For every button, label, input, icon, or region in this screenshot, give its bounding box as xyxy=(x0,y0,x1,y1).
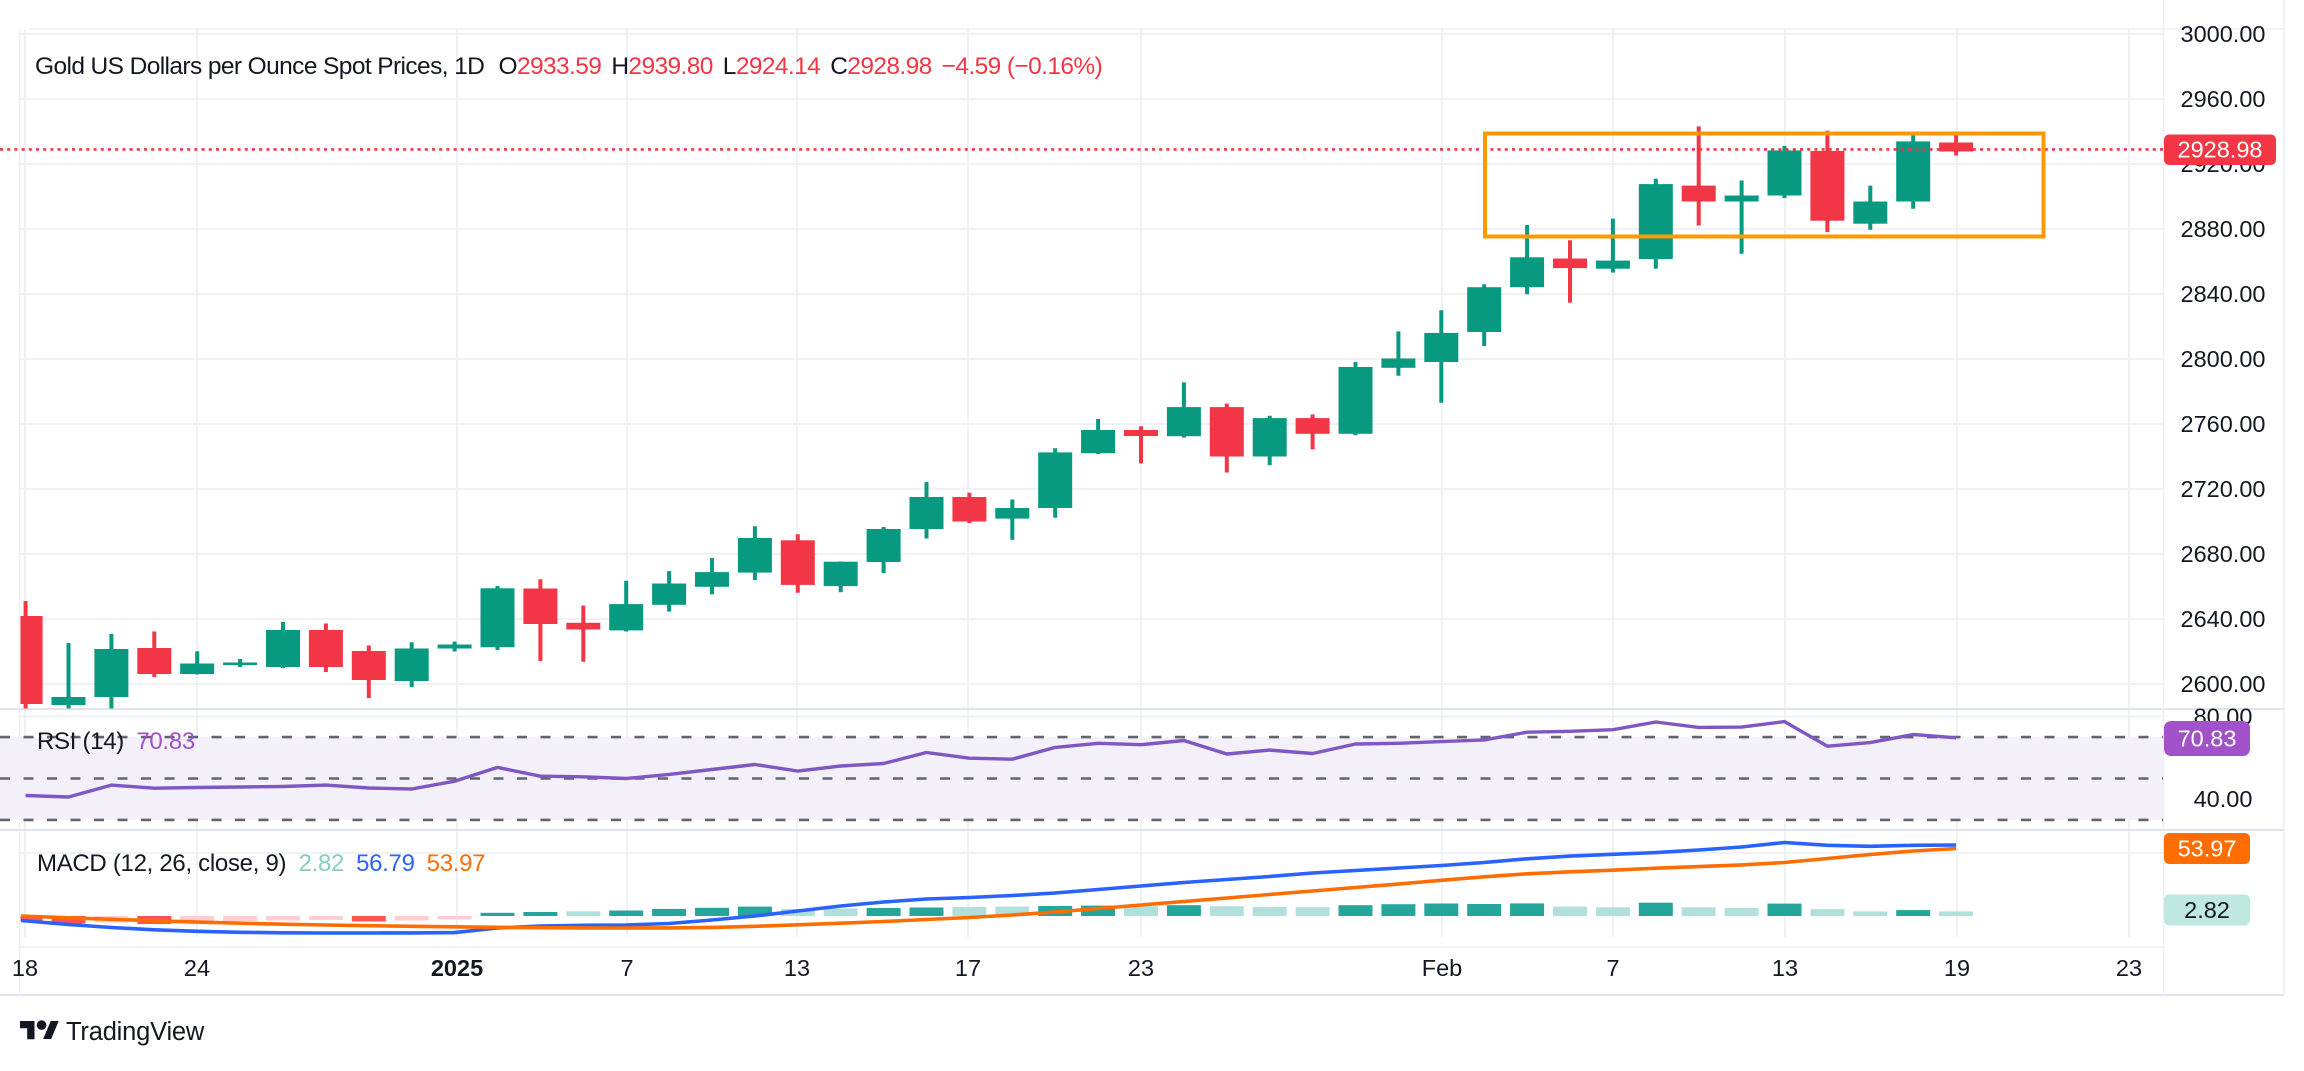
svg-text:2720.00: 2720.00 xyxy=(2181,476,2266,502)
svg-text:23: 23 xyxy=(1128,955,1154,981)
svg-text:2928.98: 2928.98 xyxy=(2178,137,2263,163)
svg-text:3000.00: 3000.00 xyxy=(2181,21,2266,47)
svg-text:13: 13 xyxy=(1772,955,1798,981)
svg-text:40.00: 40.00 xyxy=(2194,786,2253,812)
svg-text:2840.00: 2840.00 xyxy=(2181,281,2266,307)
svg-text:2680.00: 2680.00 xyxy=(2181,541,2266,567)
svg-text:Feb: Feb xyxy=(1422,955,1463,981)
svg-text:2025: 2025 xyxy=(431,955,483,981)
svg-text:2600.00: 2600.00 xyxy=(2181,671,2266,697)
svg-text:2.82: 2.82 xyxy=(2184,897,2230,923)
svg-text:23: 23 xyxy=(2116,955,2142,981)
svg-text:Gold US Dollars per Ounce Spot: Gold US Dollars per Ounce Spot Prices, 1… xyxy=(35,53,1102,80)
svg-text:RSI (14) 70.83: RSI (14) 70.83 xyxy=(37,728,195,755)
svg-text:18: 18 xyxy=(12,955,38,981)
svg-text:17: 17 xyxy=(955,955,981,981)
svg-text:13: 13 xyxy=(784,955,810,981)
svg-text:70.83: 70.83 xyxy=(2178,726,2237,752)
svg-text:7: 7 xyxy=(1606,955,1619,981)
svg-text:2880.00: 2880.00 xyxy=(2181,216,2266,242)
svg-text:TradingView: TradingView xyxy=(66,1018,205,1046)
svg-text:2640.00: 2640.00 xyxy=(2181,606,2266,632)
svg-text:2760.00: 2760.00 xyxy=(2181,411,2266,437)
svg-text:2800.00: 2800.00 xyxy=(2181,346,2266,372)
svg-text:19: 19 xyxy=(1944,955,1970,981)
svg-text:24: 24 xyxy=(184,955,210,981)
svg-text:53.97: 53.97 xyxy=(2178,836,2237,862)
svg-text:7: 7 xyxy=(620,955,633,981)
svg-text:2960.00: 2960.00 xyxy=(2181,86,2266,112)
